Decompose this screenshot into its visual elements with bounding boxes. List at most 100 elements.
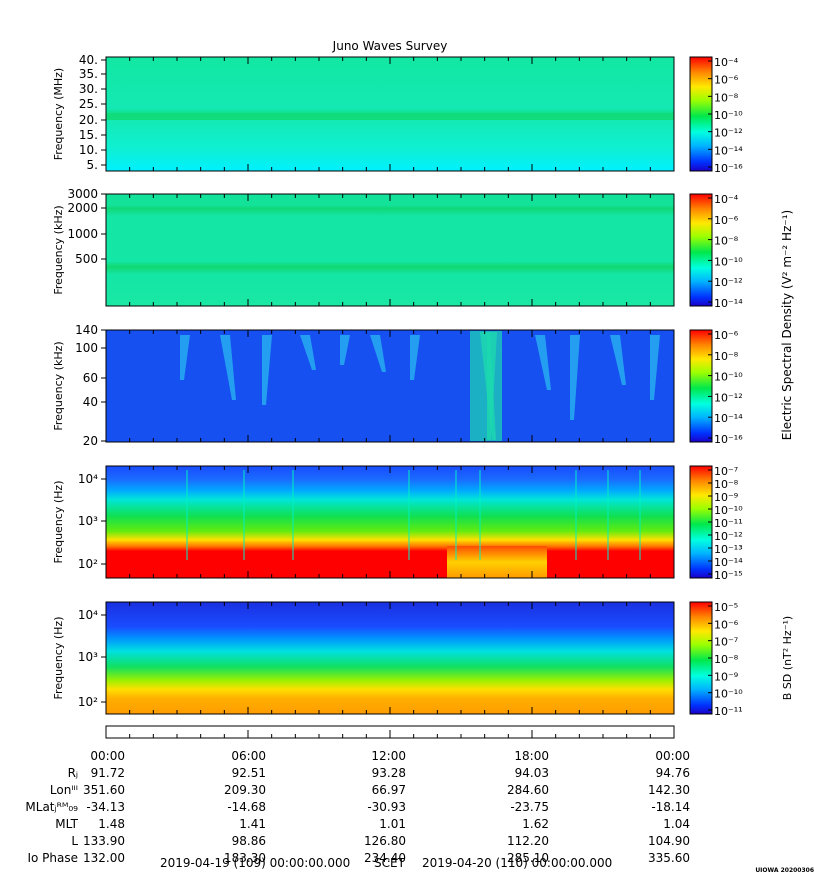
y-tick-label: 30. bbox=[79, 82, 98, 96]
ephemeris-value: 94.76 bbox=[655, 766, 690, 780]
burst bbox=[220, 335, 236, 400]
ephemeris-value: 1.62 bbox=[522, 817, 549, 831]
emission-band-21mhz bbox=[106, 113, 674, 120]
ephemeris-value: 335.60 bbox=[648, 851, 690, 865]
colorbar-tick-label: 10⁻⁸ bbox=[714, 235, 739, 248]
burst bbox=[470, 331, 502, 441]
colorbar-tick-label: 10⁻⁷ bbox=[714, 636, 738, 649]
colorbar-tick-label: 10⁻¹⁵ bbox=[714, 569, 743, 582]
y-axis-label: Frequency (MHz) bbox=[52, 68, 65, 160]
burst-layer bbox=[180, 331, 660, 441]
y-axis-label: Frequency (Hz) bbox=[52, 617, 65, 700]
stamp: UIOWA 20200306 bbox=[755, 867, 814, 874]
disturbed-interval bbox=[447, 546, 547, 578]
panel-5 bbox=[105, 601, 675, 715]
colorbar-tick-label: 10⁻⁸ bbox=[714, 478, 739, 491]
ephemeris-label: L bbox=[71, 834, 78, 848]
y-tick-label: 10² bbox=[78, 695, 98, 709]
y-axis-label: Frequency (kHz) bbox=[52, 205, 65, 294]
ephemeris-value: 104.90 bbox=[648, 834, 690, 848]
time-tick-row: 00:00 06:00 12:00 18:00 00:00 bbox=[0, 749, 815, 767]
y-tick-label: 10³ bbox=[78, 514, 98, 528]
y-axis-label: Frequency (kHz) bbox=[52, 341, 65, 430]
y-axis-label: Frequency (Hz) bbox=[52, 481, 65, 564]
ephemeris-value: -18.14 bbox=[651, 800, 690, 814]
colorbar-tick-label: 10⁻¹² bbox=[714, 530, 743, 543]
colorbar-tick-label: 10⁻¹¹ bbox=[714, 517, 743, 530]
colorbar-tick-label: 10⁻¹¹ bbox=[714, 705, 743, 718]
y-tick-label: 10⁴ bbox=[78, 608, 98, 622]
ephemeris-value: 183.30 bbox=[224, 851, 266, 865]
colorbars: 10⁻⁴ 10⁻⁶ 10⁻⁸ 10⁻¹⁰ 10⁻¹² 10⁻¹⁴ 10⁻¹⁶ 10⁻⁴ 10⁻⁶… bbox=[689, 56, 794, 718]
y-tick-label: 20 bbox=[83, 434, 98, 448]
ephemeris-value: 18:00 bbox=[514, 749, 549, 763]
footer-scet: SCET bbox=[374, 856, 405, 870]
ephemeris-value: 00:00 bbox=[655, 749, 690, 763]
burst bbox=[410, 335, 420, 380]
colorbar-tick-label: 10⁻⁶ bbox=[714, 214, 739, 227]
ephemeris-label: Rⱼ bbox=[67, 766, 78, 780]
ephemeris-value: 209.30 bbox=[224, 783, 266, 797]
ephemeris-value: -23.75 bbox=[510, 800, 549, 814]
ephemeris-value: -34.13 bbox=[86, 800, 125, 814]
ephemeris-value: 133.90 bbox=[83, 834, 125, 848]
ephemeris-value: 93.28 bbox=[371, 766, 406, 780]
ephemeris-value: 285.10 bbox=[507, 851, 549, 865]
footer-start: 2019-04-19 (109) 00:00:00.000 bbox=[160, 856, 351, 870]
colorbar-label: B SD (nT² Hz⁻¹) bbox=[781, 616, 794, 700]
colorbar-tick-label: 10⁻¹⁰ bbox=[714, 688, 743, 701]
burst bbox=[370, 335, 386, 372]
panel-3 bbox=[105, 329, 675, 443]
y-tick-label: 10. bbox=[79, 143, 98, 157]
colorbar-tick-label: 10⁻¹⁰ bbox=[714, 371, 743, 384]
ephemeris-label: MLatⱼᴿᴹ₀₉ bbox=[25, 800, 78, 814]
shared-colorbar-label: Electric Spectral Density (V² m⁻² Hz⁻¹) bbox=[780, 210, 794, 440]
colorbar-tick-label: 10⁻¹⁰ bbox=[714, 504, 743, 517]
y-tick-label: 15. bbox=[79, 128, 98, 142]
colorbar-tick-label: 10⁻⁹ bbox=[714, 491, 738, 504]
ephemeris-value: 98.86 bbox=[231, 834, 266, 848]
ephemeris-value: -30.93 bbox=[367, 800, 406, 814]
y-tick-label: 140 bbox=[75, 323, 98, 337]
colorbar-tick-label: 10⁻⁶ bbox=[714, 329, 739, 342]
ephemeris-row: MLT 1.48 1.41 1.01 1.62 1.04 bbox=[0, 817, 815, 835]
burst bbox=[535, 335, 551, 390]
colorbar-tick-label: 10⁻¹⁴ bbox=[714, 144, 743, 157]
ephemeris-value: 142.30 bbox=[648, 783, 690, 797]
ephemeris-value: 1.48 bbox=[98, 817, 125, 831]
ephemeris-value: 126.80 bbox=[364, 834, 406, 848]
axes: 40.35.30.25. 20.15.10.5. Frequency (MHz) 30… bbox=[52, 53, 675, 738]
ephemeris-value: 284.60 bbox=[507, 783, 549, 797]
ephemeris-value: 1.04 bbox=[663, 817, 690, 831]
colorbar-tick-label: 10⁻⁶ bbox=[714, 618, 739, 631]
ephemeris-value: 91.72 bbox=[90, 766, 125, 780]
spike-layer bbox=[186, 470, 641, 560]
colorbar-tick-label: 10⁻¹² bbox=[714, 127, 743, 140]
panel-4 bbox=[105, 465, 675, 579]
colorbar-tick-label: 10⁻⁸ bbox=[714, 91, 739, 104]
panel-1 bbox=[105, 56, 675, 172]
colorbar bbox=[689, 329, 713, 443]
colorbar-tick-label: 10⁻⁴ bbox=[714, 56, 739, 69]
ephemeris-value: 1.01 bbox=[379, 817, 406, 831]
colorbar-tick-label: 10⁻¹⁴ bbox=[714, 297, 743, 310]
ephemeris-value: 12:00 bbox=[371, 749, 406, 763]
colorbar-tick-label: 10⁻⁶ bbox=[714, 74, 739, 87]
colorbar-tick-label: 10⁻¹³ bbox=[714, 543, 743, 556]
ephemeris-row: Rⱼ 91.72 92.51 93.28 94.03 94.76 bbox=[0, 766, 815, 784]
y-tick-label: 500 bbox=[75, 252, 98, 266]
footer-end: 2019-04-20 (110) 00:00:00.000 bbox=[422, 856, 613, 870]
spectrogram-2 bbox=[106, 194, 674, 306]
y-tick-label: 5. bbox=[87, 158, 98, 172]
y-tick-label: 25. bbox=[79, 97, 98, 111]
y-tick-label: 10² bbox=[78, 557, 98, 571]
y-tick-label: 20. bbox=[79, 113, 98, 127]
y-tick-label: 35. bbox=[79, 67, 98, 81]
y-tick-label: 60 bbox=[83, 371, 98, 385]
ephemeris-label: Io Phase bbox=[27, 851, 78, 865]
burst bbox=[650, 335, 660, 400]
y-tick-label: 10⁴ bbox=[78, 472, 98, 486]
ephemeris-label: Lonᴵᴵᴵ bbox=[49, 783, 78, 797]
ephemeris-label: MLT bbox=[55, 817, 78, 831]
burst bbox=[262, 335, 272, 405]
